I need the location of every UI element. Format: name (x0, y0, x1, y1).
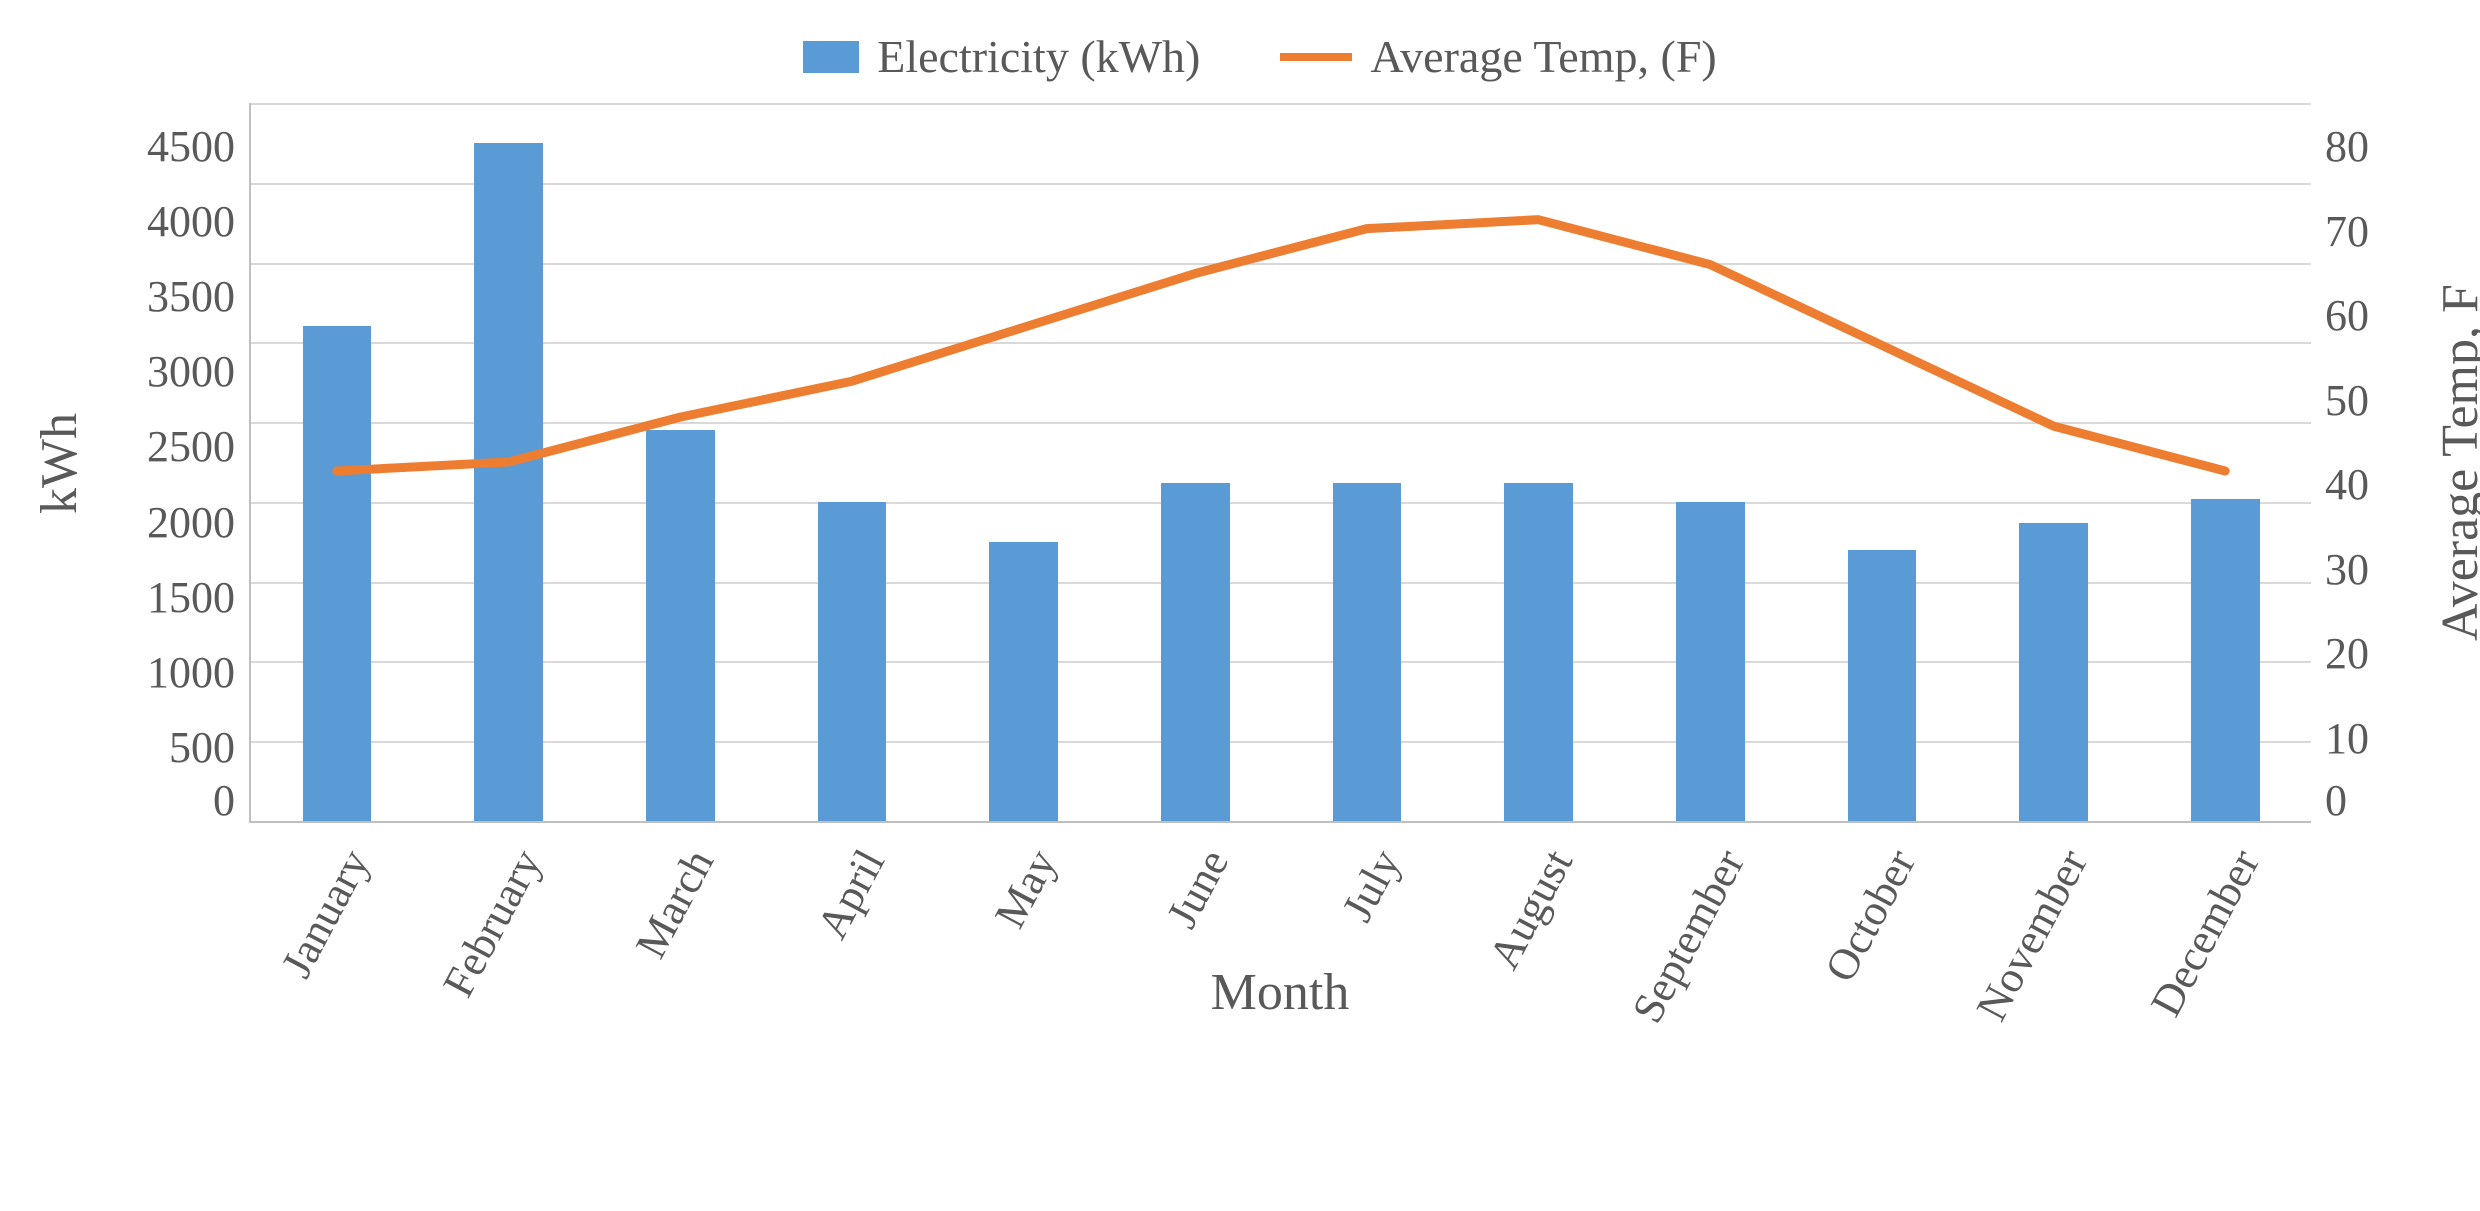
x-tick-slot: January (249, 823, 421, 1083)
x-tick-slot: March (593, 823, 765, 1083)
x-tick-label: September (1621, 841, 1754, 1031)
x-tick-label: August (1478, 841, 1583, 977)
temp-line (251, 103, 2311, 821)
x-tick-label: January (271, 841, 380, 986)
plot-row: kWh 450040003500300025002000150010005000… (20, 103, 2480, 823)
legend-swatch-line (1280, 53, 1352, 61)
y1-tick-label: 500 (113, 726, 235, 770)
x-tick-slot: June (1108, 823, 1280, 1083)
x-tick-slot: May (936, 823, 1108, 1083)
y2-axis-title: Average Temp, F (2421, 103, 2480, 823)
x-tick-label: October (1815, 841, 1927, 990)
x-tick-slot: November (1967, 823, 2139, 1083)
y1-tick-label: 0 (113, 779, 235, 823)
x-tick-slot: December (2139, 823, 2311, 1083)
y2-tick-label: 60 (2325, 294, 2407, 338)
electricity-temp-chart: Electricity (kWh) Average Temp, (F) kWh … (20, 20, 2480, 1191)
y1-tick-label: 2000 (113, 501, 235, 545)
y2-tick-label: 20 (2325, 632, 2407, 676)
y2-tick-label: 0 (2325, 779, 2407, 823)
y2-tick-label: 50 (2325, 379, 2407, 423)
y1-tick-label: 3500 (113, 275, 235, 319)
x-tick-label: May (984, 841, 1067, 936)
x-tick-label: February (432, 841, 552, 1005)
temp-line-path (337, 220, 2225, 471)
x-tick-slot: July (1280, 823, 1452, 1083)
x-tick-label: November (1966, 841, 2098, 1029)
y2-tick-label: 40 (2325, 463, 2407, 507)
x-tick-label: June (1156, 841, 1239, 936)
x-tick-slot: September (1624, 823, 1796, 1083)
plot-area (249, 103, 2311, 823)
y1-tick-label: 2500 (113, 425, 235, 469)
y2-tick-label: 30 (2325, 548, 2407, 592)
x-tick-slot: February (421, 823, 593, 1083)
y1-tick-label: 4500 (113, 125, 235, 169)
x-tick-labels: January February March April May June July Augu… (249, 823, 2311, 1083)
y2-ticks: 80 70 60 50 40 30 20 10 0 (2311, 103, 2421, 823)
x-tick-label: April (807, 841, 896, 947)
legend-item-line: Average Temp, (F) (1280, 30, 1716, 83)
y2-tick-label: 10 (2325, 717, 2407, 761)
legend-swatch-bar (803, 41, 859, 73)
x-tick-slot: October (1795, 823, 1967, 1083)
y1-tick-label: 1000 (113, 651, 235, 695)
legend-label-line: Average Temp, (F) (1370, 30, 1716, 83)
x-tick-label: July (1331, 841, 1410, 930)
x-tick-slot: April (764, 823, 936, 1083)
x-row: January February March April May June July Augu… (20, 823, 2480, 1083)
y1-tick-label: 3000 (113, 350, 235, 394)
y1-ticks: 4500 4000 3500 3000 2500 2000 1500 1000 500 0 (99, 103, 249, 823)
y1-tick-label: 4000 (113, 200, 235, 244)
x-tick-slot: August (1452, 823, 1624, 1083)
y2-tick-label: 80 (2325, 125, 2407, 169)
legend: Electricity (kWh) Average Temp, (F) (20, 20, 2480, 103)
x-tick-label: March (625, 841, 724, 966)
legend-item-bar: Electricity (kWh) (803, 30, 1200, 83)
y1-tick-label: 1500 (113, 576, 235, 620)
legend-label-bar: Electricity (kWh) (877, 30, 1200, 83)
y2-tick-label: 70 (2325, 210, 2407, 254)
y1-axis-title: kWh (20, 103, 99, 823)
x-tick-label: December (2140, 841, 2270, 1025)
